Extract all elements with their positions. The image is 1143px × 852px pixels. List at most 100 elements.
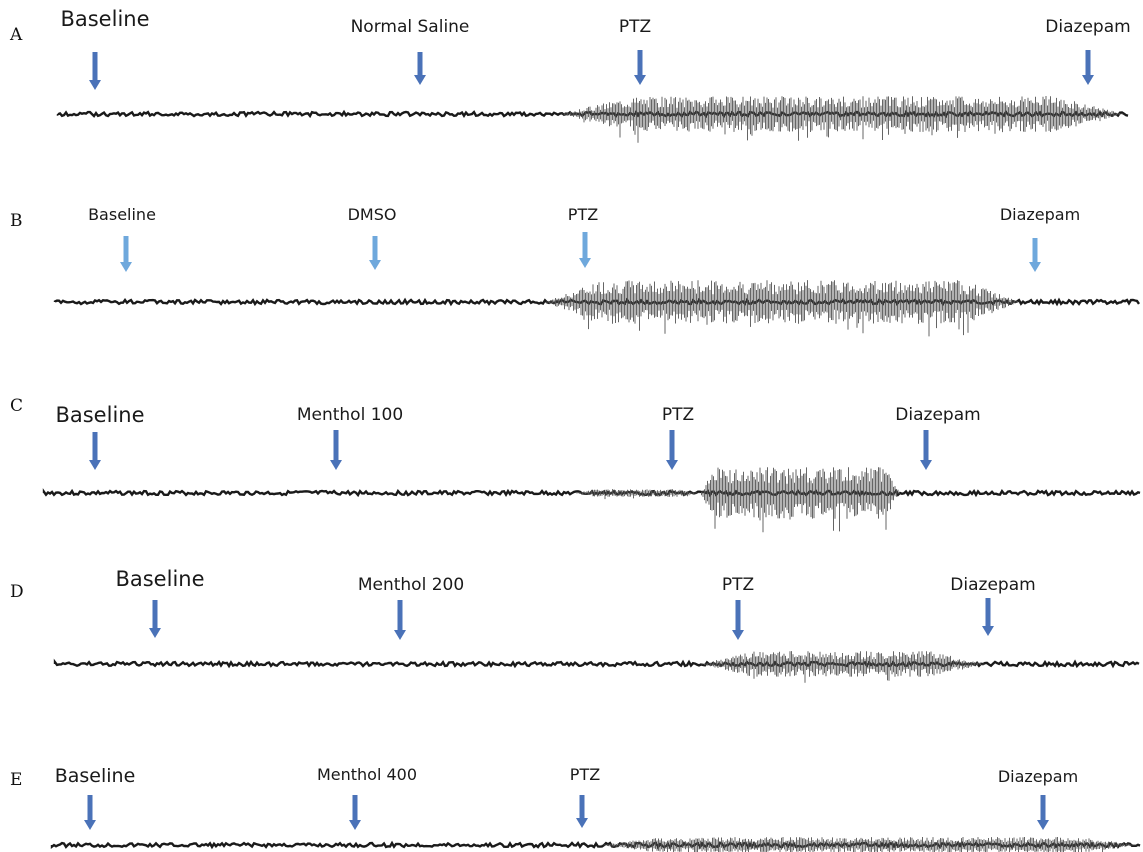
panel-d: D Baseline Menthol 200 PTZ Diazepam: [10, 567, 1140, 683]
arrow-shaft: [397, 600, 403, 631]
event-label: Diazepam: [1045, 17, 1130, 37]
panel-letter: B: [10, 211, 23, 231]
arrow-head: [576, 818, 588, 828]
arrow-shaft: [985, 598, 991, 627]
arrow-head: [89, 460, 101, 470]
arrow-shaft: [92, 52, 98, 81]
down-arrow-icon: [89, 432, 101, 470]
event-label: Diazepam: [1000, 205, 1080, 224]
event-label: Baseline: [60, 7, 149, 31]
arrow-shaft: [352, 795, 358, 821]
panel-e: E Baseline Menthol 400 PTZ Diazepam: [10, 765, 1141, 852]
seizure-burst: [546, 280, 1020, 337]
down-arrow-icon: [120, 236, 132, 272]
event-label: Menthol 400: [317, 765, 417, 784]
arrow-head: [89, 80, 101, 90]
arrow-shaft: [333, 430, 339, 461]
eeg-trace: [42, 488, 1141, 498]
arrow-head: [149, 628, 161, 638]
down-arrow-icon: [666, 430, 678, 470]
arrow-head: [1037, 820, 1049, 830]
panel-c: C Baseline Menthol 100 PTZ Diazepam: [10, 396, 1141, 533]
down-arrow-icon: [369, 236, 381, 270]
arrow-shaft: [92, 432, 98, 461]
event-label: PTZ: [662, 405, 694, 425]
down-arrow-icon: [89, 52, 101, 90]
event-label: PTZ: [722, 575, 754, 595]
seizure-burst: [701, 467, 900, 533]
arrow-head: [1082, 75, 1094, 85]
down-arrow-icon: [349, 795, 361, 830]
event-label: DMSO: [348, 205, 397, 224]
arrow-shaft: [669, 430, 675, 461]
arrow-head: [349, 820, 361, 830]
arrow-head: [666, 460, 678, 470]
arrow-shaft: [417, 52, 423, 76]
event-label: Baseline: [55, 403, 144, 427]
event-label: Menthol 100: [297, 405, 403, 425]
arrow-shaft: [372, 236, 378, 261]
arrow-shaft: [1040, 795, 1046, 821]
event-label: Baseline: [55, 765, 136, 787]
event-label: Baseline: [115, 567, 204, 591]
arrow-shaft: [87, 795, 93, 821]
down-arrow-icon: [149, 600, 161, 638]
arrow-shaft: [1085, 50, 1091, 76]
panel-letter: D: [10, 582, 24, 602]
panel-a: A Baseline Normal Saline PTZ Diazepam: [9, 7, 1131, 143]
down-arrow-icon: [982, 598, 994, 636]
arrow-shaft: [582, 232, 588, 259]
arrow-head: [330, 460, 342, 470]
down-arrow-icon: [394, 600, 406, 640]
arrow-head: [414, 75, 426, 85]
event-label: PTZ: [619, 17, 651, 37]
seizure-burst: [561, 96, 1125, 143]
eeg-trace: [53, 297, 1140, 307]
eeg-trace: [56, 109, 1129, 119]
down-arrow-icon: [732, 600, 744, 640]
down-arrow-icon: [634, 50, 646, 85]
down-arrow-icon: [920, 430, 932, 470]
arrow-head: [84, 820, 96, 830]
seizure-burst: [601, 837, 1139, 852]
arrow-head: [1029, 262, 1041, 272]
arrow-head: [369, 260, 381, 270]
panel-letter: C: [10, 396, 23, 416]
arrow-shaft: [735, 600, 741, 631]
arrow-head: [579, 258, 591, 268]
event-label: Baseline: [88, 205, 156, 224]
event-label: Diazepam: [998, 767, 1078, 786]
event-label: Diazepam: [895, 405, 980, 425]
arrow-shaft: [123, 236, 129, 263]
event-label: Diazepam: [950, 575, 1035, 595]
event-label: PTZ: [568, 205, 598, 224]
down-arrow-icon: [1037, 795, 1049, 830]
arrow-head: [394, 630, 406, 640]
event-label: PTZ: [570, 765, 600, 784]
arrow-shaft: [923, 430, 929, 461]
seizure-burst: [701, 651, 984, 683]
arrow-head: [634, 75, 646, 85]
arrow-head: [732, 630, 744, 640]
down-arrow-icon: [330, 430, 342, 470]
down-arrow-icon: [414, 52, 426, 85]
down-arrow-icon: [579, 232, 591, 268]
seizure-burst: [576, 489, 700, 500]
arrow-head: [920, 460, 932, 470]
down-arrow-icon: [576, 795, 588, 828]
panel-letter: E: [10, 770, 22, 790]
arrow-head: [982, 626, 994, 636]
arrow-head: [120, 262, 132, 272]
arrow-shaft: [152, 600, 158, 629]
arrow-shaft: [637, 50, 643, 76]
panel-b: B Baseline DMSO PTZ Diazepam: [10, 205, 1140, 337]
event-label: Menthol 200: [358, 575, 464, 595]
event-label: Normal Saline: [351, 17, 470, 37]
arrow-shaft: [579, 795, 585, 819]
panel-letter: A: [9, 25, 23, 45]
down-arrow-icon: [84, 795, 96, 830]
down-arrow-icon: [1029, 238, 1041, 272]
down-arrow-icon: [1082, 50, 1094, 85]
arrow-shaft: [1032, 238, 1038, 263]
